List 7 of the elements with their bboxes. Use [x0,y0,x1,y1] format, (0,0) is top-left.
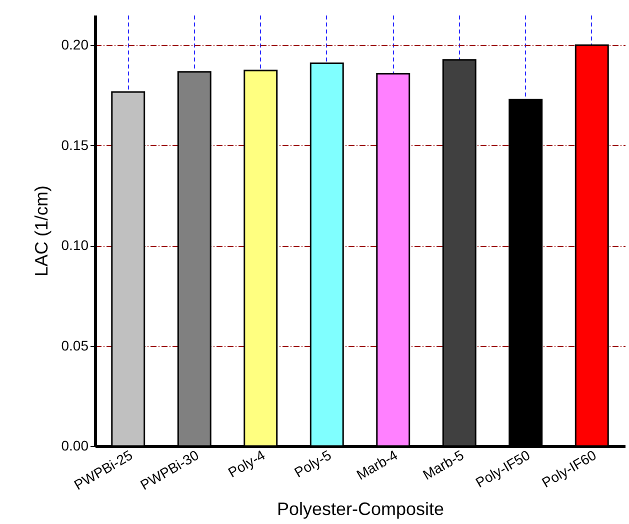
y-tick-label: 0.10 [61,237,89,254]
y-tick-label: 0.05 [61,337,89,354]
y-tick-label: 0.15 [61,136,89,153]
y-axis-title: LAC (1/cm) [31,185,52,277]
y-tick-label: 0.00 [61,438,89,454]
x-axis-title: Polyester-Composite [276,498,444,519]
y-tick-label: 0.20 [61,36,89,53]
